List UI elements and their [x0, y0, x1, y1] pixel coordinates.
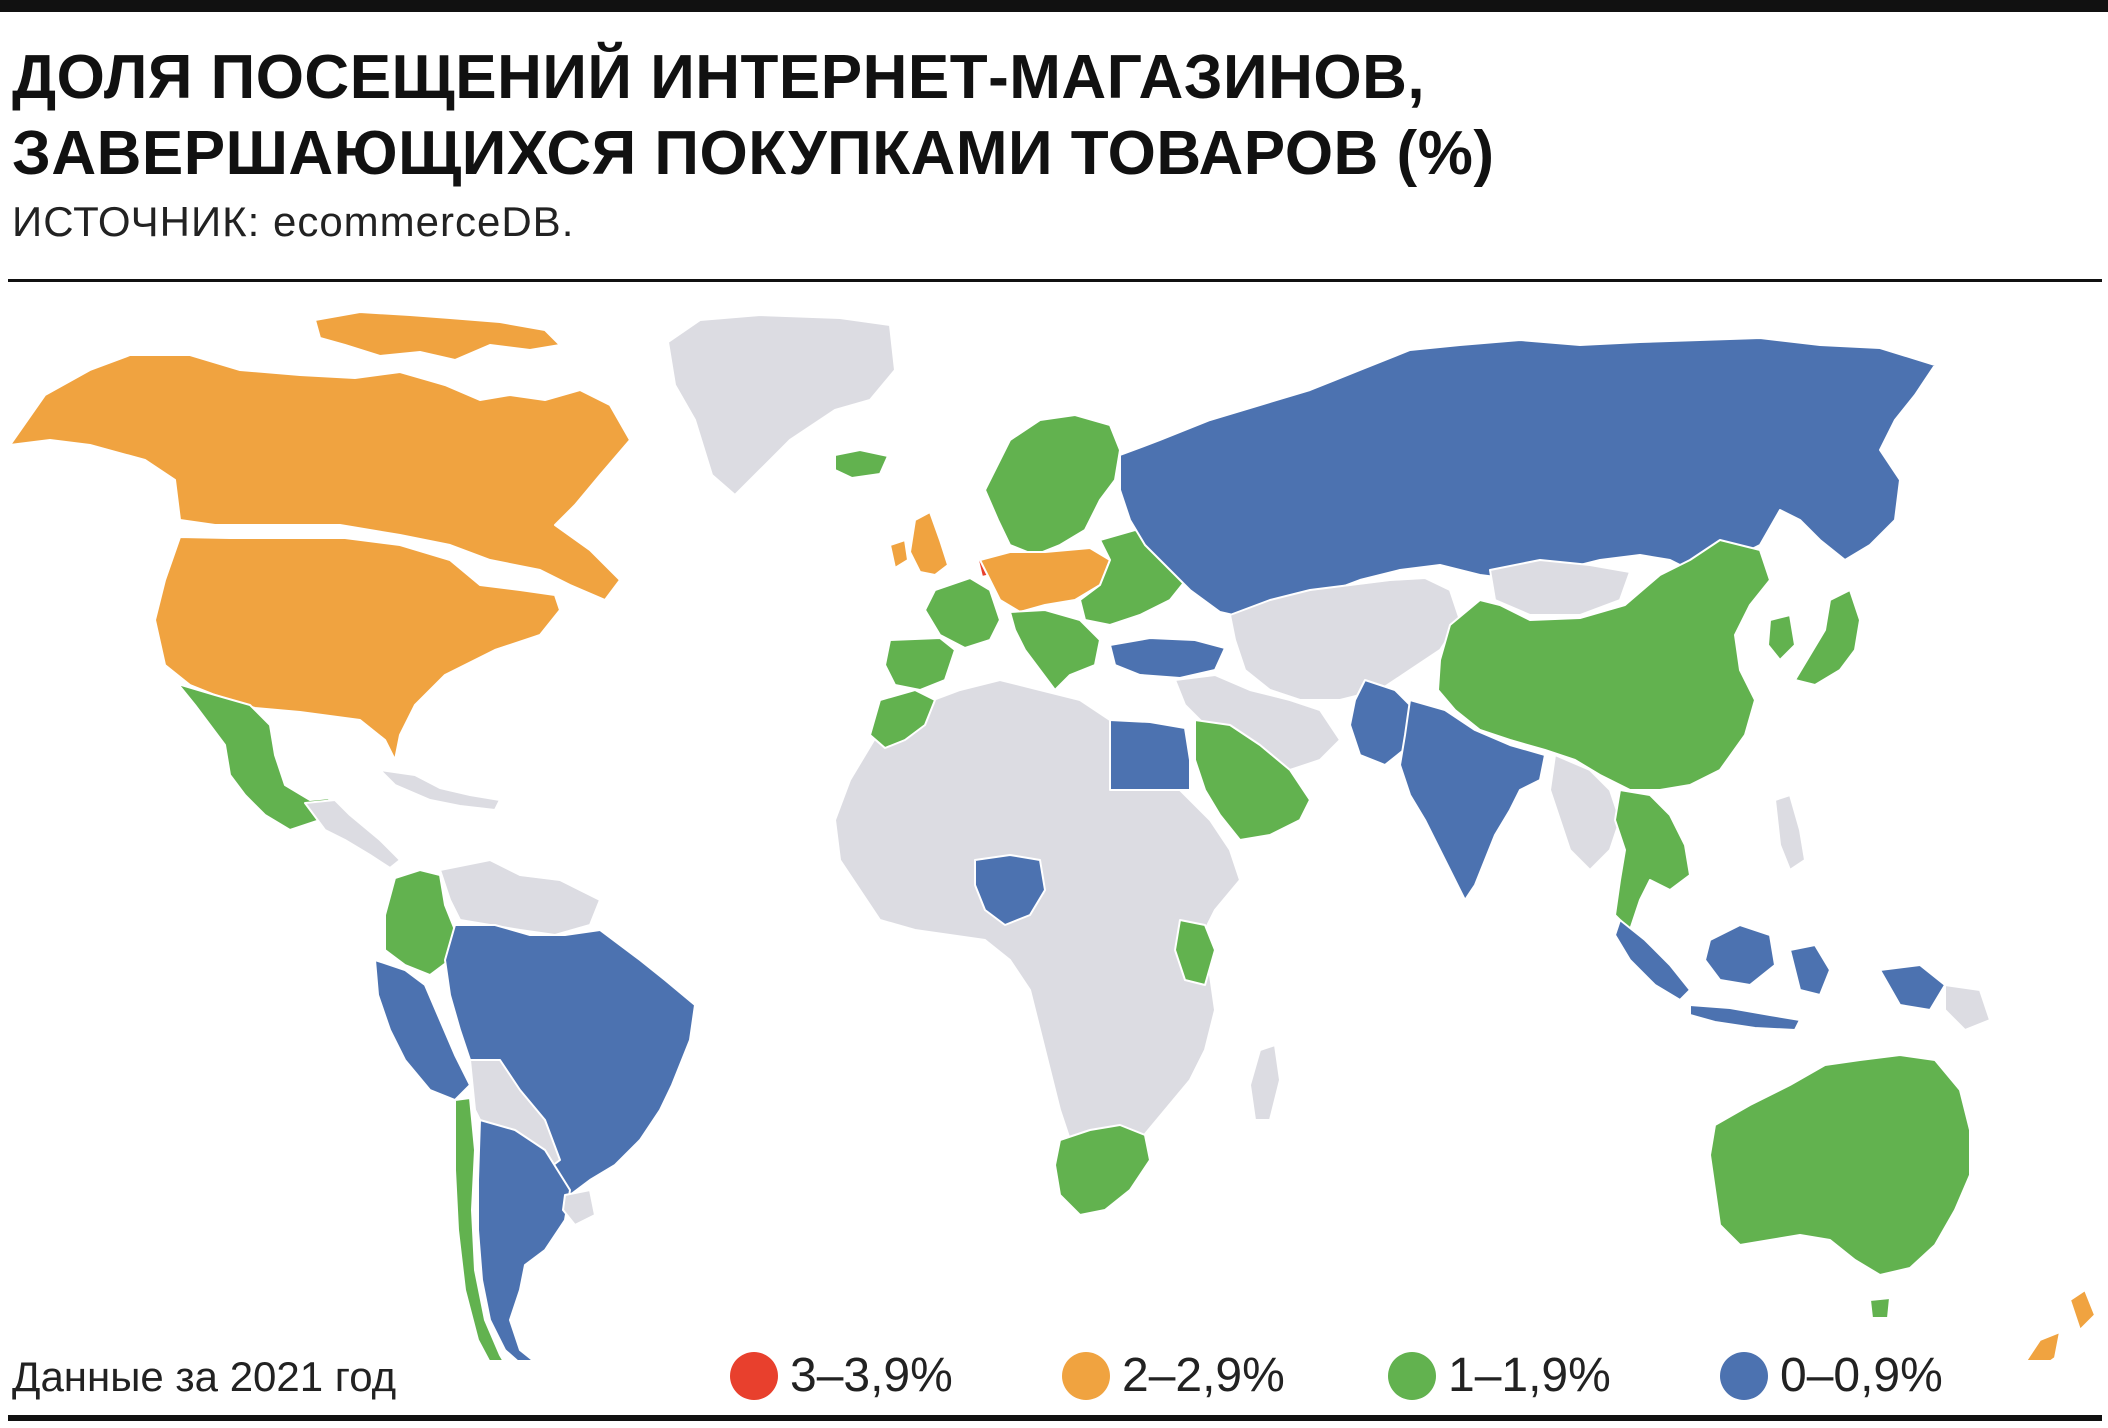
map-region-usa: [154, 536, 561, 761]
source-note: ИСТОЧНИК: ecommerceDB.: [12, 198, 575, 245]
legend-label: 3–3,9%: [790, 1349, 953, 1402]
map-region-australia: [1709, 1054, 1971, 1276]
map-region-indonesia-java: [1689, 1004, 1801, 1031]
map-region-saudi-arabia: [1194, 719, 1311, 841]
map-region-central-asia: [1229, 577, 1461, 701]
map-region-uruguay: [562, 1189, 596, 1226]
map-region-mongolia: [1489, 559, 1631, 616]
footer-divider: [8, 1415, 2102, 1421]
map-region-china: [1437, 539, 1771, 791]
map-region-france: [924, 577, 1001, 649]
map-region-caribbean: [379, 769, 501, 811]
map-region-iceland: [834, 449, 889, 479]
map-region-pakistan: [1349, 679, 1416, 766]
map-region-argentina: [477, 1119, 571, 1360]
map-region-scandinavia: [984, 414, 1121, 556]
map-region-ireland: [889, 539, 909, 569]
map-region-uk: [909, 511, 949, 576]
legend-swatch: [1062, 1352, 1110, 1400]
map-region-central-america: [304, 799, 401, 869]
map-region-germany-central: [979, 547, 1111, 613]
header-divider: [8, 279, 2102, 282]
legend-label: 1–1,9%: [1448, 1349, 1611, 1402]
map-region-papua: [1879, 964, 1946, 1011]
map-region-japan: [1794, 589, 1861, 686]
legend-item: 3–3,9%: [730, 1344, 953, 1408]
legend-label: 0–0,9%: [1780, 1349, 1943, 1402]
legend-swatch: [1720, 1352, 1768, 1400]
map-region-egypt: [1109, 719, 1191, 791]
map-region-india: [1399, 699, 1546, 901]
map-region-madagascar: [1249, 1044, 1281, 1121]
map-region-morocco: [869, 689, 936, 749]
map-region-tasmania: [1869, 1297, 1891, 1319]
chart-title: ДОЛЯ ПОСЕЩЕНИЙ ИНТЕРНЕТ-МАГАЗИНОВ, ЗАВЕР…: [12, 40, 2072, 192]
footnote: Данные за 2021 год: [12, 1353, 397, 1400]
map-region-italy-balkans: [1009, 609, 1101, 691]
world-map: [9, 311, 2096, 1360]
map-region-nigeria: [974, 854, 1046, 926]
map-region-canada: [9, 354, 631, 601]
map-region-indonesia-east: [1789, 944, 1831, 996]
map-region-indonesia-sumatra: [1614, 919, 1691, 1001]
map-region-png: [1944, 984, 1991, 1031]
map-region-greenland: [667, 314, 896, 496]
map-region-arctic-islands: [314, 311, 561, 361]
legend-swatch: [1388, 1352, 1436, 1400]
legend-item: 0–0,9%: [1720, 1344, 1943, 1408]
top-bar: [0, 0, 2108, 12]
map-region-kenya: [1174, 919, 1216, 986]
legend-swatch: [730, 1352, 778, 1400]
map-region-vietnam: [1614, 789, 1691, 931]
title-line-1: ДОЛЯ ПОСЕЩЕНИЙ ИНТЕРНЕТ-МАГАЗИНОВ,: [12, 43, 1426, 112]
map-region-se-asia: [1549, 754, 1621, 871]
map-region-indonesia-borneo: [1704, 924, 1776, 986]
map-region-new-zealand: [2025, 1289, 2096, 1360]
map-region-chile: [454, 1097, 505, 1360]
map-region-korea: [1767, 614, 1796, 661]
map-region-south-africa: [1054, 1124, 1151, 1216]
map-region-philippines: [1774, 794, 1806, 871]
map-region-turkey: [1109, 637, 1226, 679]
map-region-spain: [884, 637, 956, 691]
map-region-venezuela-guianas: [439, 859, 601, 936]
legend-item: 2–2,9%: [1062, 1344, 1285, 1408]
legend-item: 1–1,9%: [1388, 1344, 1611, 1408]
title-line-2: ЗАВЕРШАЮЩИХСЯ ПОКУПКАМИ ТОВАРОВ (%): [12, 119, 1495, 188]
legend-label: 2–2,9%: [1122, 1349, 1285, 1402]
map-region-peru: [374, 959, 471, 1101]
